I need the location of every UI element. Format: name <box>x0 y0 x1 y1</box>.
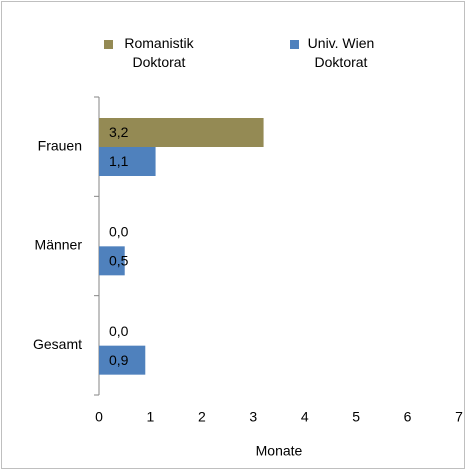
y-tick-label: Männer <box>35 237 83 253</box>
x-tick-label: 5 <box>352 409 360 425</box>
value-label: 1,1 <box>109 153 129 169</box>
value-label: 3,2 <box>109 124 129 140</box>
x-tick-label: 0 <box>95 409 103 425</box>
bar <box>99 118 264 147</box>
x-tick-label: 1 <box>147 409 155 425</box>
x-tick-label: 7 <box>455 409 463 425</box>
bar <box>99 345 146 375</box>
bar <box>99 147 156 176</box>
x-axis-label: Monate <box>256 443 303 459</box>
x-tick-label: 6 <box>404 409 412 425</box>
value-label: 0,5 <box>109 253 129 269</box>
y-tick-label: Gesamt <box>33 336 82 352</box>
value-label: 0,9 <box>109 352 129 368</box>
legend-swatch <box>290 40 299 49</box>
legend-label: Univ. Wien Doktorat <box>307 35 375 70</box>
value-label: 0,0 <box>109 323 129 339</box>
value-label: 0,0 <box>109 224 129 240</box>
x-tick-label: 3 <box>249 409 257 425</box>
legend-label: Romanistik Doktorat <box>124 35 194 70</box>
bar <box>99 246 125 276</box>
x-tick-label: 2 <box>198 409 206 425</box>
x-tick-label: 4 <box>301 409 309 425</box>
legend-swatch <box>104 40 113 49</box>
y-tick-label: Frauen <box>38 137 82 153</box>
